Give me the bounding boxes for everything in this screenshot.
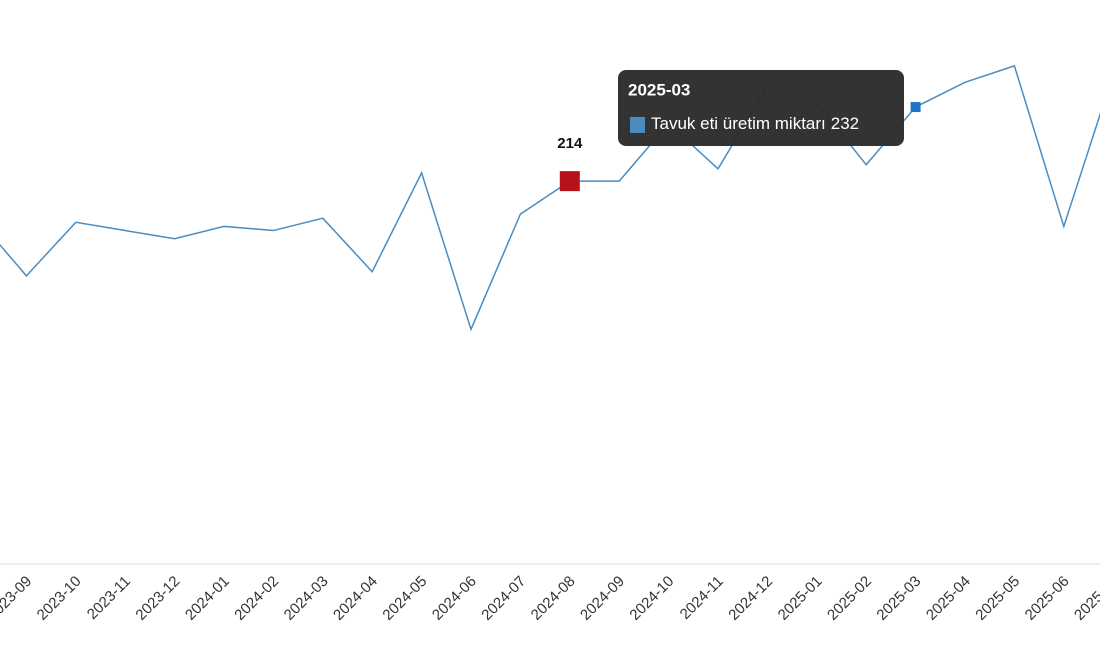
x-tick-label: 2024-02 xyxy=(231,573,282,624)
x-tick-label: 2025-01 xyxy=(775,573,826,624)
tooltip-swatch xyxy=(630,117,645,133)
x-tick-label: 2023-12 xyxy=(132,573,183,624)
x-tick-label: 2025-06 xyxy=(1022,573,1073,624)
x-tick-label: 2024-05 xyxy=(379,573,430,624)
x-tick-label: 2025-03 xyxy=(873,573,924,624)
tooltip-title: 2025-03 xyxy=(628,80,690,99)
x-tick-label: 2023-11 xyxy=(84,573,134,623)
tooltip-text: Tavuk eti üretim miktarı 232 xyxy=(651,114,859,133)
x-tick-label: 2024-10 xyxy=(626,573,677,624)
x-tick-label: 2025-02 xyxy=(824,573,875,624)
x-tick-label: 2024-12 xyxy=(725,573,776,624)
highlight-marker xyxy=(559,171,580,192)
tooltip: 2025-03 Tavuk eti üretim miktarı 232 xyxy=(618,70,904,146)
tooltip-series: Tavuk eti üretim miktarı xyxy=(651,114,826,133)
plot-area: 2023-082023-092023-102023-112023-122024-… xyxy=(0,64,1100,624)
x-tick-label: 2024-03 xyxy=(281,573,332,624)
x-tick-label: 2024-01 xyxy=(182,573,233,624)
x-tick-label: 2024-07 xyxy=(478,573,529,624)
x-tick-label: 2025-05 xyxy=(972,573,1023,624)
x-tick-label: 2024-08 xyxy=(528,573,579,624)
x-tick-label: 2024-11 xyxy=(677,573,727,623)
hover-marker xyxy=(910,102,921,113)
tooltip-box xyxy=(618,70,904,146)
tooltip-value: 232 xyxy=(831,114,859,133)
data-label: 214 xyxy=(557,135,583,152)
x-tick-label: 2023-10 xyxy=(34,573,85,624)
x-tick-label: 2024-06 xyxy=(429,573,480,624)
x-tick-label: 2023-09 xyxy=(0,573,35,624)
x-tick-label: 2024-04 xyxy=(330,573,381,624)
x-tick-label: 2024-09 xyxy=(577,573,628,624)
x-tick-label: 2025-07 xyxy=(1071,573,1100,624)
line xyxy=(0,64,1100,332)
x-tick-label: 2025-04 xyxy=(923,573,974,624)
